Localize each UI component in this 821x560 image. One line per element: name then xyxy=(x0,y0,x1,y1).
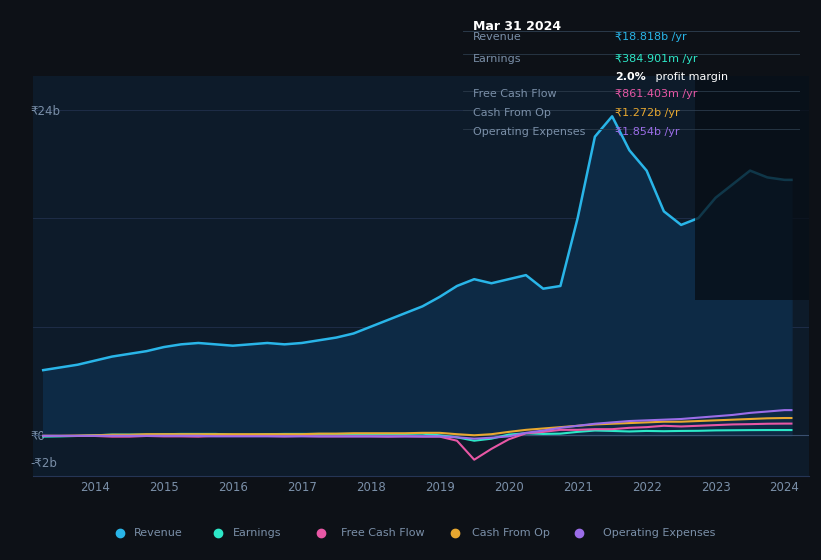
Text: ₹1.854b /yr: ₹1.854b /yr xyxy=(615,127,679,137)
Text: Operating Expenses: Operating Expenses xyxy=(473,127,585,137)
Bar xyxy=(695,76,809,300)
Text: Mar 31 2024: Mar 31 2024 xyxy=(473,20,562,33)
Text: ₹861.403m /yr: ₹861.403m /yr xyxy=(615,89,697,99)
Text: Cash From Op: Cash From Op xyxy=(473,108,551,118)
Text: ₹384.901m /yr: ₹384.901m /yr xyxy=(615,54,697,63)
Text: ₹1.272b /yr: ₹1.272b /yr xyxy=(615,108,679,118)
Text: ₹18.818b /yr: ₹18.818b /yr xyxy=(615,32,686,43)
Text: Free Cash Flow: Free Cash Flow xyxy=(342,528,425,538)
Text: Cash From Op: Cash From Op xyxy=(472,528,550,538)
Text: Earnings: Earnings xyxy=(232,528,281,538)
Text: Free Cash Flow: Free Cash Flow xyxy=(473,89,557,99)
Text: Earnings: Earnings xyxy=(473,54,521,63)
Text: Operating Expenses: Operating Expenses xyxy=(603,528,715,538)
Text: profit margin: profit margin xyxy=(652,72,728,82)
Text: 2.0%: 2.0% xyxy=(615,72,645,82)
Text: Revenue: Revenue xyxy=(473,32,522,43)
Text: Revenue: Revenue xyxy=(134,528,183,538)
